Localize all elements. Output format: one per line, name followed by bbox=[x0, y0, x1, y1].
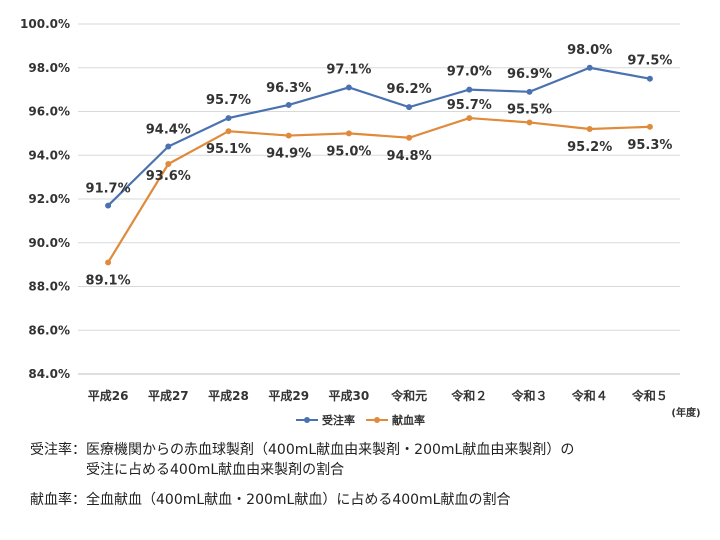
data-label: 95.7% bbox=[447, 98, 492, 113]
data-point bbox=[345, 84, 352, 91]
legend: 受注率 献血率 bbox=[296, 413, 425, 427]
data-label: 91.7% bbox=[86, 182, 131, 197]
note-body: 全血献血（400mL献血・200mL献血）に占める400mL献血の割合 bbox=[86, 490, 710, 510]
x-tick-label: 令和２ bbox=[450, 388, 487, 403]
data-point bbox=[285, 132, 292, 139]
data-label: 94.9% bbox=[266, 147, 311, 162]
y-tick-label: 88.0% bbox=[28, 280, 70, 294]
y-tick-label: 90.0% bbox=[28, 236, 70, 250]
y-tick-label: 94.0% bbox=[28, 148, 70, 162]
data-label: 95.2% bbox=[567, 140, 612, 155]
x-tick-label: 平成30 bbox=[329, 388, 370, 403]
data-point bbox=[586, 64, 593, 71]
data-point bbox=[105, 259, 112, 266]
x-axis-unit: (年度) bbox=[671, 406, 700, 419]
note-body: 医療機関からの赤血球製剤（400mL献血由来製剤・200mL献血由来製剤）の 受… bbox=[86, 440, 710, 480]
x-tick-label: 平成26 bbox=[88, 388, 129, 403]
x-tick-label: 平成28 bbox=[208, 388, 249, 403]
note-line: 受注に占める400mL献血由来製剤の割合 bbox=[86, 462, 345, 478]
y-tick-label: 98.0% bbox=[28, 61, 70, 75]
data-point bbox=[466, 86, 473, 93]
data-label: 95.5% bbox=[507, 102, 552, 117]
note-line: 医療機関からの赤血球製剤（400mL献血由来製剤・200mL献血由来製剤）の bbox=[86, 442, 575, 458]
data-point bbox=[225, 115, 232, 122]
data-point bbox=[105, 202, 112, 209]
data-label: 94.8% bbox=[387, 149, 432, 164]
data-label: 97.0% bbox=[447, 65, 492, 80]
data-label: 96.9% bbox=[507, 67, 552, 82]
legend-swatch-marker bbox=[374, 417, 380, 423]
x-tick-label: 令和元 bbox=[390, 388, 427, 403]
data-point bbox=[406, 104, 413, 111]
x-tick-label: 平成27 bbox=[148, 388, 189, 403]
data-label: 89.1% bbox=[86, 273, 131, 288]
data-label: 95.0% bbox=[326, 144, 371, 159]
data-label: 93.6% bbox=[146, 169, 191, 184]
line-chart: 84.0% 86.0% 88.0% 90.0% 92.0% 94.0% 96.0% 98.0%… bbox=[20, 17, 701, 427]
data-label: 95.7% bbox=[206, 93, 251, 108]
data-point bbox=[646, 123, 653, 130]
data-point bbox=[285, 101, 292, 108]
y-tick-label: 84.0% bbox=[28, 367, 70, 381]
data-point bbox=[165, 143, 172, 150]
data-point bbox=[345, 130, 352, 137]
x-axis: 平成26 平成27 平成28 平成29 平成30 令和元 令和２ 令和３ 令和４ 令和５ bbox=[78, 373, 680, 403]
data-label: 95.3% bbox=[627, 138, 672, 153]
grid-lines bbox=[78, 23, 680, 375]
note-juchuritsu: 受注率： 医療機関からの赤血球製剤（400mL献血由来製剤・200mL献血由来製… bbox=[30, 440, 710, 480]
series-line-kenketsuritsu bbox=[107, 116, 650, 264]
data-label: 97.5% bbox=[627, 54, 672, 69]
notes: 受注率： 医療機関からの赤血球製剤（400mL献血由来製剤・200mL献血由来製… bbox=[30, 440, 710, 520]
data-point bbox=[406, 134, 413, 141]
y-tick-label: 86.0% bbox=[28, 323, 70, 337]
note-term: 受注率： bbox=[30, 442, 86, 458]
x-tick-label: 令和４ bbox=[571, 388, 608, 403]
series-line-juchuritsu bbox=[107, 66, 651, 207]
y-tick-label: 100.0% bbox=[20, 17, 70, 31]
data-label: 98.0% bbox=[567, 43, 612, 58]
y-tick-label: 92.0% bbox=[28, 192, 70, 206]
legend-label: 献血率 bbox=[392, 413, 425, 427]
data-point bbox=[586, 126, 593, 132]
series-group: 91.7% 94.4% 95.7% 96.3% 97.1% 96.2% 97.0% 96.9%… bbox=[86, 43, 673, 289]
legend-label: 受注率 bbox=[322, 413, 355, 427]
x-tick-label: 令和５ bbox=[631, 388, 668, 403]
legend-swatch-marker bbox=[304, 417, 310, 423]
data-label: 96.3% bbox=[266, 81, 311, 96]
data-point bbox=[526, 119, 533, 126]
note-line: 全血献血（400mL献血・200mL献血）に占める400mL献血の割合 bbox=[86, 492, 511, 508]
data-point bbox=[526, 88, 533, 95]
data-point bbox=[646, 75, 653, 82]
y-tick-label: 96.0% bbox=[28, 105, 70, 119]
x-tick-label: 平成29 bbox=[268, 388, 309, 403]
data-point bbox=[225, 128, 232, 135]
note-term: 献血率： bbox=[30, 492, 86, 508]
data-point bbox=[466, 115, 473, 122]
x-tick-label: 令和３ bbox=[510, 388, 547, 403]
data-point bbox=[165, 161, 172, 167]
note-kenketsuritsu: 献血率： 全血献血（400mL献血・200mL献血）に占める400mL献血の割合 bbox=[30, 490, 710, 510]
data-label: 94.4% bbox=[146, 123, 191, 138]
data-label: 95.1% bbox=[206, 142, 251, 157]
data-label: 97.1% bbox=[326, 62, 371, 77]
data-label: 96.2% bbox=[387, 82, 432, 97]
y-axis: 84.0% 86.0% 88.0% 90.0% 92.0% 94.0% 96.0% 98.0%… bbox=[20, 17, 70, 381]
